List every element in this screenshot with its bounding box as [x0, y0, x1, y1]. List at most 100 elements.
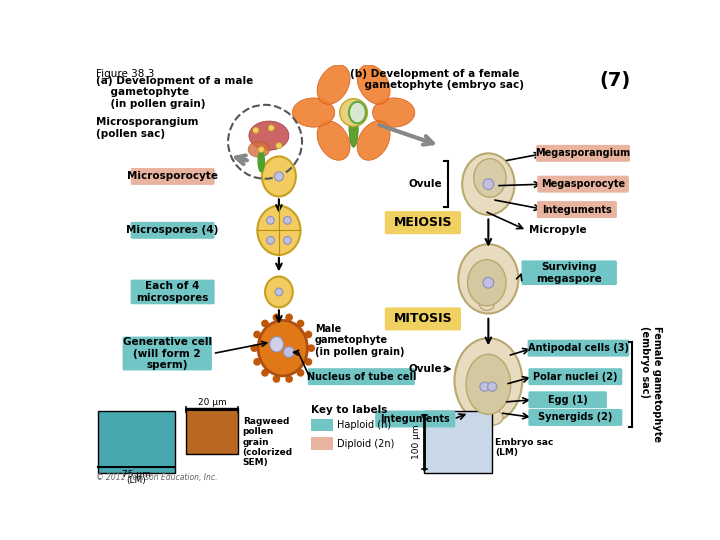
FancyBboxPatch shape	[186, 408, 238, 455]
Text: Integuments: Integuments	[380, 414, 450, 424]
FancyBboxPatch shape	[311, 419, 333, 431]
FancyBboxPatch shape	[384, 211, 461, 234]
Text: Megasporangium: Megasporangium	[536, 148, 631, 158]
FancyBboxPatch shape	[537, 176, 629, 193]
Text: (LM): (LM)	[127, 476, 146, 485]
Text: Generative cell
(will form 2
sperm): Generative cell (will form 2 sperm)	[122, 337, 212, 370]
Circle shape	[261, 320, 269, 327]
Ellipse shape	[349, 102, 366, 123]
Circle shape	[285, 314, 293, 321]
Text: MEIOSIS: MEIOSIS	[394, 216, 452, 229]
Text: Ragweed
pollen
grain
(colorized
SEM): Ragweed pollen grain (colorized SEM)	[243, 417, 293, 468]
Circle shape	[297, 320, 305, 327]
Text: Microsporocyte: Microsporocyte	[127, 172, 218, 181]
Text: Figure 38.3: Figure 38.3	[96, 69, 154, 79]
Ellipse shape	[270, 336, 284, 352]
Circle shape	[297, 369, 305, 377]
Text: Ovule: Ovule	[408, 364, 442, 374]
Circle shape	[284, 217, 291, 224]
FancyBboxPatch shape	[311, 437, 333, 450]
Text: Surviving
megaspore: Surviving megaspore	[536, 262, 602, 284]
FancyBboxPatch shape	[98, 411, 175, 473]
Text: 75 μm: 75 μm	[122, 470, 151, 479]
FancyBboxPatch shape	[375, 410, 455, 428]
Ellipse shape	[357, 65, 390, 104]
Text: Microsporangium
(pollen sac): Microsporangium (pollen sac)	[96, 117, 198, 139]
Circle shape	[340, 99, 367, 126]
Text: Egg (1): Egg (1)	[548, 395, 588, 405]
Circle shape	[253, 330, 261, 339]
Ellipse shape	[257, 206, 300, 255]
FancyBboxPatch shape	[521, 260, 617, 285]
Text: (b) Development of a female
    gametophyte (embryo sac): (b) Development of a female gametophyte …	[350, 69, 523, 90]
Circle shape	[285, 375, 293, 383]
Text: Diploid (2n): Diploid (2n)	[337, 438, 394, 449]
Circle shape	[284, 237, 291, 244]
Text: Each of 4
microspores: Each of 4 microspores	[137, 281, 209, 303]
FancyBboxPatch shape	[131, 222, 215, 239]
Text: Female gametophyte
(embryo sac): Female gametophyte (embryo sac)	[640, 326, 662, 442]
Text: Key to labels: Key to labels	[311, 405, 387, 415]
Circle shape	[305, 358, 312, 366]
Ellipse shape	[349, 109, 359, 147]
Ellipse shape	[372, 98, 415, 127]
FancyBboxPatch shape	[528, 340, 629, 356]
Circle shape	[253, 127, 259, 133]
Circle shape	[305, 330, 312, 339]
Text: Integuments: Integuments	[542, 205, 612, 214]
Text: Embryo sac
(LM): Embryo sac (LM)	[495, 438, 554, 457]
Ellipse shape	[292, 98, 335, 127]
FancyBboxPatch shape	[536, 145, 630, 162]
Circle shape	[483, 179, 494, 190]
FancyBboxPatch shape	[384, 307, 461, 330]
Circle shape	[268, 125, 274, 131]
Ellipse shape	[262, 157, 296, 197]
Circle shape	[487, 382, 497, 392]
Ellipse shape	[248, 142, 270, 157]
Ellipse shape	[466, 354, 510, 414]
Ellipse shape	[474, 159, 506, 197]
Ellipse shape	[454, 338, 522, 423]
Text: 20 μm: 20 μm	[197, 399, 226, 408]
Ellipse shape	[317, 121, 350, 160]
FancyBboxPatch shape	[307, 368, 415, 385]
Circle shape	[273, 375, 280, 383]
Circle shape	[273, 314, 280, 321]
Circle shape	[258, 146, 264, 153]
FancyBboxPatch shape	[528, 409, 622, 426]
FancyBboxPatch shape	[131, 168, 215, 185]
Circle shape	[274, 172, 284, 181]
Ellipse shape	[462, 153, 515, 215]
Text: (a) Development of a male
    gametophyte
    (in pollen grain): (a) Development of a male gametophyte (i…	[96, 76, 253, 109]
Text: Ovule: Ovule	[408, 179, 442, 189]
Text: Megasporocyte: Megasporocyte	[541, 179, 625, 189]
Ellipse shape	[479, 296, 495, 310]
Ellipse shape	[459, 244, 518, 314]
Text: Microspores (4): Microspores (4)	[127, 225, 219, 235]
FancyBboxPatch shape	[528, 392, 607, 408]
FancyBboxPatch shape	[528, 368, 622, 385]
Circle shape	[480, 382, 489, 392]
Circle shape	[266, 217, 274, 224]
Ellipse shape	[258, 320, 307, 376]
Text: Polar nuclei (2): Polar nuclei (2)	[533, 372, 618, 382]
Text: © 2011 Pearson Education, Inc.: © 2011 Pearson Education, Inc.	[96, 473, 217, 482]
Circle shape	[275, 288, 283, 296]
Ellipse shape	[467, 260, 506, 306]
Text: Nucleus of tube cell: Nucleus of tube cell	[307, 372, 416, 382]
Circle shape	[253, 358, 261, 366]
Circle shape	[483, 278, 494, 288]
Circle shape	[307, 345, 315, 352]
Text: Male
gametophyte
(in pollen grain): Male gametophyte (in pollen grain)	[315, 324, 405, 357]
Circle shape	[276, 143, 282, 148]
Ellipse shape	[317, 65, 350, 104]
FancyBboxPatch shape	[425, 411, 492, 473]
FancyBboxPatch shape	[122, 336, 212, 370]
Text: Micropyle: Micropyle	[529, 225, 587, 235]
Circle shape	[266, 237, 274, 244]
FancyBboxPatch shape	[537, 201, 617, 218]
Text: (7): (7)	[600, 71, 631, 90]
Text: MITOSIS: MITOSIS	[394, 313, 452, 326]
Ellipse shape	[257, 150, 265, 173]
Circle shape	[284, 347, 294, 357]
